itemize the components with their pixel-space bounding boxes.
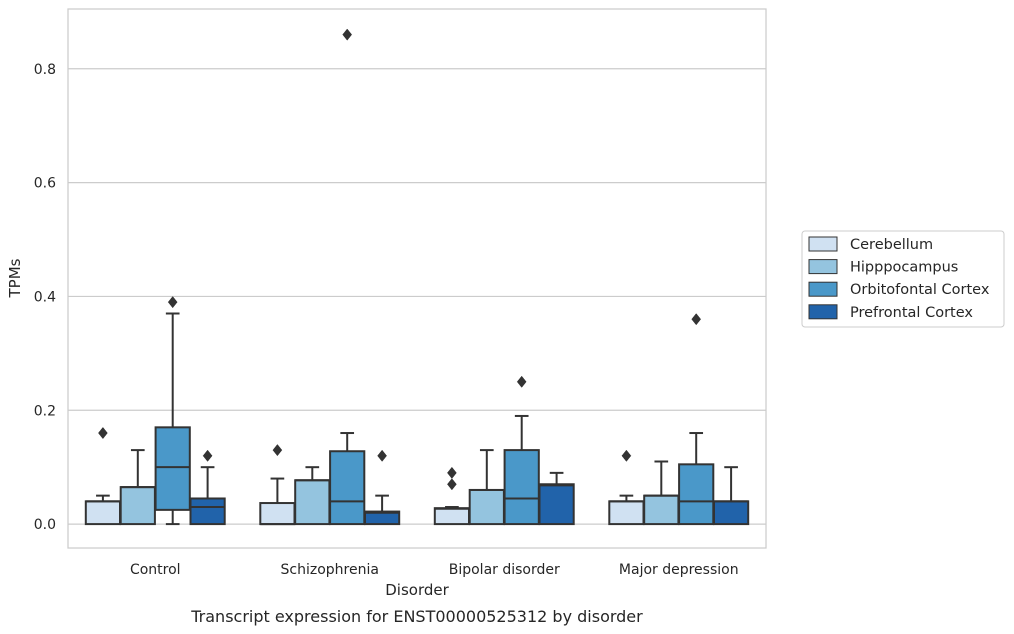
box-iqr [259,502,296,526]
y-tick-label: 0.0 [34,517,56,533]
box-group [433,466,471,526]
legend-frame [801,230,1005,328]
outlier-marker [342,28,353,41]
box-iqr [84,500,122,526]
outlier-marker [447,466,457,479]
box-group [189,449,226,526]
box-group [329,28,366,526]
legend-swatch [808,259,838,275]
y-tick-label: 0.6 [34,176,56,192]
x-tick-label: Bipolar disorder [449,562,560,578]
plot-frame [67,8,767,549]
box-group [119,449,156,526]
box-iqr [468,488,505,526]
y-axis-label: TPMs [6,258,24,298]
box-iqr [608,500,645,526]
x-tick-label: Schizophrenia [281,562,379,578]
x-axis-ticks: Control Schizophrenia Bipolar disorder Majo… [130,562,739,578]
outlier-marker [516,375,527,388]
box-group [608,449,645,526]
legend-swatch [808,281,838,297]
box-iqr [363,510,401,526]
box-iqr [119,486,156,526]
box-iqr [433,507,471,526]
box-group [712,466,750,526]
box-iqr [712,500,750,526]
box-iqr [643,494,680,526]
box-iqr [154,426,191,511]
outlier-marker [202,449,213,462]
legend-label: Hipppocampus [850,260,958,276]
outlier-marker [377,449,387,462]
outlier-marker [691,313,702,326]
y-tick-label: 0.4 [34,289,56,305]
x-axis-label: Disorder [385,581,449,599]
legend-swatch [808,236,838,252]
y-tick-label: 0.8 [34,62,56,78]
box-iqr [503,449,540,526]
box-group [294,466,331,526]
box-group [678,313,715,526]
box-iqr [294,479,331,526]
box-group [363,449,401,526]
box-group [84,427,122,526]
legend: Cerebellum Hipppocampus Orbitofontal Corte… [801,230,1005,328]
legend-label: Orbitofontal Cortex [850,282,990,298]
legend-label: Prefrontal Cortex [850,305,973,321]
box-plot-area [84,28,750,526]
box-group [259,444,296,526]
box-iqr [678,463,715,526]
outlier-marker [98,427,108,440]
chart-caption: Transcript expression for ENST0000052531… [190,607,643,626]
box-iqr [189,497,226,526]
x-tick-label: Control [130,562,181,578]
box-group [503,375,540,526]
box-group [538,471,575,526]
outlier-marker [621,449,632,462]
legend-swatch [808,304,838,320]
box-group [154,296,191,526]
y-tick-label: 0.2 [34,403,56,419]
legend-label: Cerebellum [850,237,933,253]
x-tick-label: Major depression [619,562,739,578]
outlier-marker [167,296,178,309]
y-axis-ticks: 0.0 0.2 0.4 0.6 0.8 [34,62,56,533]
outlier-marker [272,444,283,457]
box-iqr [329,450,366,526]
box-iqr [538,483,575,526]
box-group [643,460,680,526]
outlier-marker [447,478,457,491]
box-group [468,449,505,526]
